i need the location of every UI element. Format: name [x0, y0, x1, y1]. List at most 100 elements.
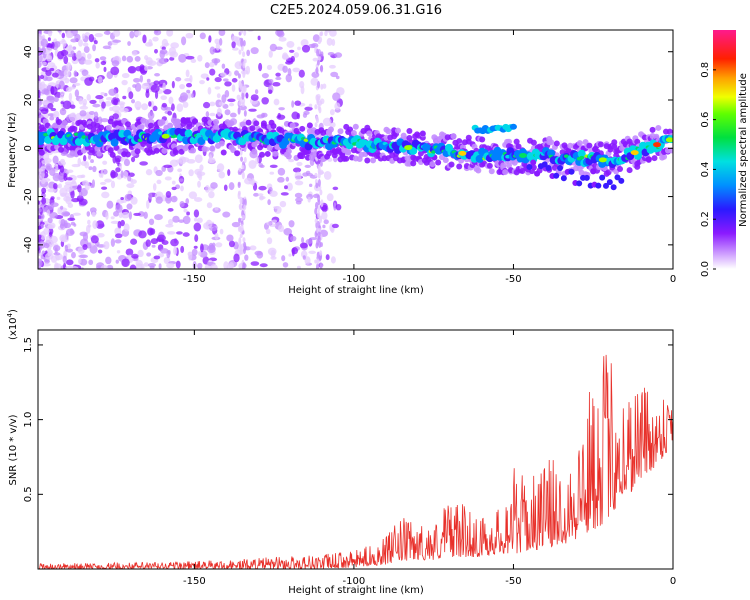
heatmap-cell: [275, 72, 281, 77]
heatmap-cell: [81, 69, 89, 77]
heatmap-cell: [515, 143, 522, 150]
heatmap-cell: [228, 182, 235, 191]
heatmap-cell: [146, 252, 152, 257]
heatmap-cell: [296, 112, 301, 120]
heatmap-cell: [545, 164, 552, 171]
heatmap-cell: [50, 107, 57, 112]
heatmap-cell: [100, 60, 107, 66]
heatmap-cell: [320, 83, 324, 90]
heatmap-cell: [38, 252, 42, 257]
y-tick-label: 1.0: [23, 412, 34, 428]
heatmap-cell: [291, 100, 295, 108]
heatmap-cell: [100, 118, 109, 123]
heatmap-cell: [128, 91, 134, 100]
heatmap-cell: [240, 39, 244, 47]
heatmap-cell: [109, 151, 116, 158]
heatmap-cell: [314, 207, 318, 215]
heatmap-cell: [281, 255, 286, 262]
heatmap-cell: [210, 263, 218, 269]
heatmap-cell: [269, 190, 278, 197]
heatmap-cell: [583, 174, 590, 181]
heatmap-cell: [167, 122, 174, 129]
heatmap-cell: [193, 217, 198, 222]
heatmap-cell: [78, 39, 83, 47]
heatmap-cell: [47, 250, 51, 257]
heatmap-cell: [84, 181, 91, 191]
heatmap-cell: [207, 157, 216, 164]
heatmap-cell: [142, 34, 147, 44]
heatmap-cell: [190, 58, 197, 64]
heatmap-cell: [49, 67, 55, 72]
heatmap-cell: [64, 77, 70, 84]
heatmap-cell: [121, 211, 130, 219]
heatmap-cell: [130, 156, 136, 163]
heatmap-cell: [243, 85, 247, 93]
heatmap-cell: [242, 61, 246, 69]
heatmap-cell: [270, 249, 276, 258]
heatmap-cell: [63, 183, 73, 190]
heatmap-cell: [41, 61, 47, 66]
heatmap-cell: [47, 217, 53, 224]
heatmap-cell: [164, 176, 172, 181]
heatmap-cell: [62, 212, 71, 216]
heatmap-cell: [289, 122, 296, 129]
heatmap-cell: [194, 154, 203, 164]
heatmap-cell: [54, 41, 61, 48]
heatmap-cell: [180, 185, 184, 192]
colorbar-tick-label: 0.2: [700, 211, 711, 227]
heatmap-cell: [98, 124, 105, 131]
heatmap-cell: [139, 64, 145, 71]
heatmap-cell: [243, 198, 247, 207]
heatmap-cell: [186, 123, 193, 130]
heatmap-cell: [227, 169, 231, 177]
heatmap-cell: [100, 264, 109, 269]
heatmap-cell: [254, 250, 263, 256]
heatmap-cell: [153, 147, 160, 154]
heatmap-cell: [185, 198, 190, 205]
heatmap-cell: [41, 187, 47, 194]
heatmap-cell: [182, 232, 190, 237]
heatmap-cell: [242, 40, 246, 47]
heatmap-cell: [241, 102, 245, 107]
heatmap-cell: [316, 263, 320, 269]
heatmap-cell: [88, 110, 95, 116]
heatmap-cell: [38, 46, 42, 56]
heatmap-cell: [435, 159, 442, 166]
heatmap-cell: [152, 105, 158, 112]
heatmap-cell: [245, 92, 249, 99]
heatmap-cell: [320, 64, 324, 73]
heatmap-cell: [41, 99, 50, 106]
heatmap-cell: [67, 203, 74, 209]
heatmap-cell: [61, 107, 65, 111]
heatmap-cell: [568, 168, 575, 175]
heatmap-cell: [87, 154, 92, 160]
heatmap-cell: [161, 46, 166, 51]
snr-frame: [37, 329, 674, 570]
heatmap-cell: [577, 149, 586, 158]
heatmap-cell: [69, 228, 74, 235]
heatmap-cell: [162, 82, 166, 91]
heatmap-cell: [115, 259, 119, 264]
heatmap-cell: [226, 234, 234, 242]
heatmap-cell: [38, 174, 42, 182]
heatmap-cell: [316, 59, 320, 66]
heatmap-cell: [257, 35, 261, 41]
heatmap-cell: [116, 250, 121, 254]
heatmap-cell: [140, 117, 147, 124]
heatmap-cell: [52, 244, 61, 252]
heatmap-cell: [148, 192, 153, 200]
heatmap-cell: [268, 50, 273, 58]
heatmap-cell: [234, 70, 239, 76]
spectrogram-heatmap: [38, 30, 673, 269]
heatmap-cell: [170, 42, 180, 49]
heatmap-cell: [52, 155, 59, 164]
heatmap-cell: [50, 202, 59, 208]
heatmap-cell: [242, 262, 246, 267]
heatmap-cell: [99, 56, 107, 61]
heatmap-cell: [238, 203, 242, 211]
heatmap-cell: [534, 170, 541, 177]
heatmap-cell: [318, 106, 322, 114]
heatmap-cell: [321, 211, 328, 220]
heatmap-cell: [209, 46, 216, 55]
